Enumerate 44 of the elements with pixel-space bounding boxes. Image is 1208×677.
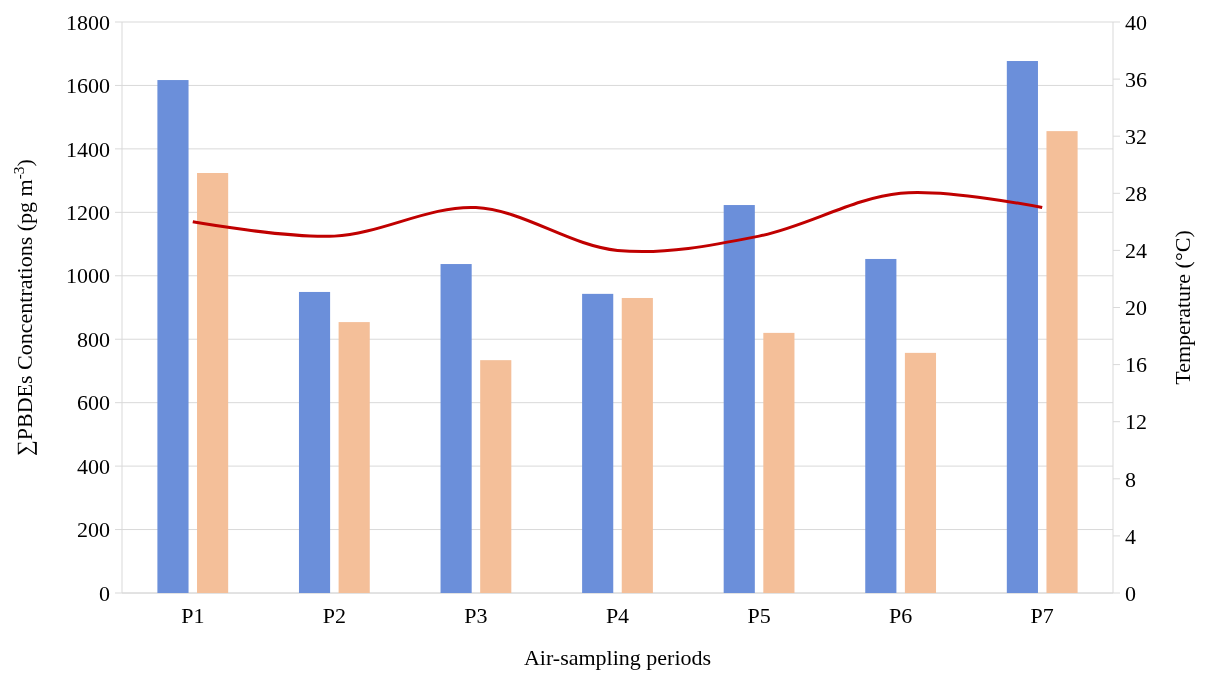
bar (197, 173, 229, 593)
bar (865, 258, 897, 593)
y2-tick-label: 32 (1125, 123, 1147, 149)
x-tick-label: P1 (181, 603, 205, 628)
y2-tick-label: 40 (1125, 9, 1147, 35)
y-tick-label: 800 (77, 326, 110, 352)
bar (1046, 131, 1078, 593)
y-tick-label: 200 (77, 517, 110, 543)
bar (763, 332, 795, 593)
y2-tick-label: 8 (1125, 466, 1136, 492)
y-tick-label: 1200 (66, 200, 110, 226)
bar (1006, 61, 1038, 593)
y2-axis-title: Temperature (°C) (1170, 230, 1195, 385)
y-tick-label: 1600 (66, 73, 110, 99)
y-tick-label: 600 (77, 390, 110, 416)
bar (904, 352, 937, 593)
y-tick-label: 400 (77, 453, 110, 479)
x-tick-label: P5 (747, 603, 771, 628)
x-tick-label: P4 (605, 603, 630, 628)
x-axis-title: Air-sampling periods (523, 645, 712, 670)
bar (480, 360, 512, 593)
y2-tick-label: 36 (1125, 66, 1147, 92)
y2-tick-label: 4 (1125, 523, 1136, 549)
y2-tick-label: 16 (1125, 352, 1147, 378)
y2-tick-label: 12 (1125, 409, 1147, 435)
y2-tick-label: 24 (1125, 238, 1147, 264)
y-tick-label: 0 (99, 580, 110, 606)
y2-tick-label: 28 (1125, 181, 1147, 206)
bar (621, 297, 653, 593)
y2-tick-label: 0 (1125, 580, 1136, 606)
x-tick-label: P3 (464, 603, 488, 628)
bar (157, 80, 189, 593)
bar (338, 322, 370, 593)
bar (298, 291, 331, 593)
y-tick-label: 1000 (66, 263, 110, 289)
x-tick-label: P7 (1030, 603, 1054, 628)
bar (723, 205, 755, 593)
x-tick-label: P6 (889, 603, 913, 628)
y-tick-label: 1400 (66, 136, 110, 162)
y-tick-label: 1800 (66, 9, 110, 35)
y2-tick-label: 20 (1125, 295, 1147, 321)
bar (582, 293, 614, 593)
bar (440, 264, 472, 593)
x-tick-label: P2 (322, 603, 346, 628)
